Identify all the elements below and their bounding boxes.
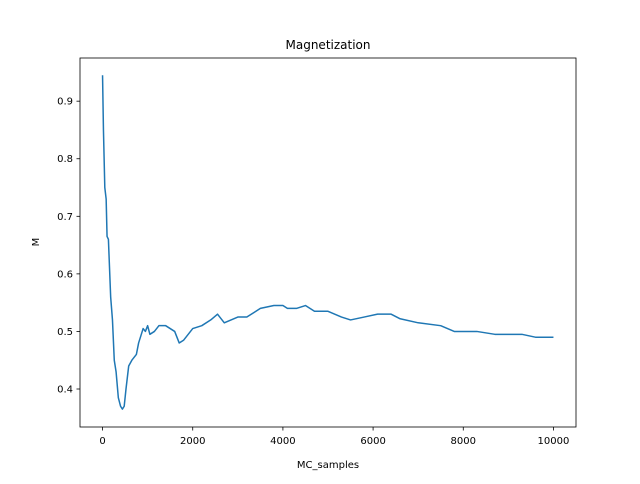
x-tick-label: 10000 [538,436,570,447]
y-tick-label: 0.7 [57,212,73,223]
x-tick-label: 0 [99,436,105,447]
chart-title: Magnetization [286,38,371,52]
y-tick-label: 0.6 [57,269,73,280]
y-tick-label: 0.9 [57,97,73,108]
x-tick-label: 6000 [360,436,385,447]
y-tick-label: 0.5 [57,327,73,338]
x-tick-label: 4000 [270,436,295,447]
y-axis-label: M [31,238,42,247]
x-axis-label: MC_samples [297,460,359,471]
plot-frame [79,57,577,428]
x-tick-label: 2000 [180,436,205,447]
data-line [101,75,554,410]
y-tick-label: 0.4 [57,385,73,396]
y-tick-label: 0.8 [57,154,73,165]
x-tick-label: 8000 [451,436,476,447]
